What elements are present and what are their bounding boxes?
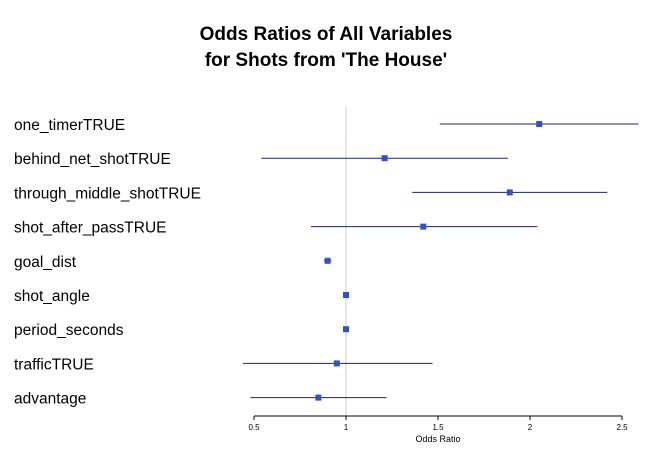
point-estimate-one-timertrue (536, 121, 543, 127)
x-tick-label: 1 (344, 423, 349, 432)
chart-title-line-2: for Shots from 'The House' (205, 50, 447, 71)
variable-label-period-seconds: period_seconds (14, 322, 124, 339)
variable-label-advantage: advantage (14, 391, 86, 408)
x-tick-label: 0.5 (248, 423, 260, 432)
variable-label-through-middle-shottrue: through_middle_shotTRUE (14, 185, 201, 202)
variable-labels: one_timerTRUE behind_net_shotTRUE through_… (14, 117, 201, 408)
variable-label-shot-after-passtrue: shot_after_passTRUE (14, 220, 167, 237)
point-estimate-shot-after-passtrue (420, 223, 427, 230)
x-axis-label: Odds Ratio (415, 434, 460, 444)
point-estimate-traffictrue (333, 360, 340, 367)
point-estimate-advantage (315, 394, 322, 401)
point-estimate-shot-angle (343, 292, 349, 298)
variable-label-goal-dist: goal_dist (14, 254, 77, 271)
variable-label-behind-net-shottrue: behind_net_shotTRUE (14, 151, 171, 168)
variable-label-traffictrue: trafficTRUE (14, 356, 94, 373)
plot-area (242, 106, 639, 416)
variable-label-one-timertrue: one_timerTRUE (14, 117, 125, 134)
x-tick-label: 1.5 (432, 423, 444, 432)
variable-label-shot-angle: shot_angle (14, 288, 90, 305)
point-estimate-behind-net-shottrue (381, 155, 388, 162)
x-axis: 0.5 1 1.5 2 2.5 (248, 415, 628, 432)
point-estimate-goal-dist (324, 257, 331, 264)
chart-title-line-1: Odds Ratios of All Variables (200, 24, 453, 45)
x-tick-label: 2.5 (616, 423, 628, 432)
x-tick-label: 2 (528, 423, 533, 432)
point-estimate-period-seconds (343, 326, 349, 333)
point-estimate-through-middle-shottrue (506, 189, 513, 196)
